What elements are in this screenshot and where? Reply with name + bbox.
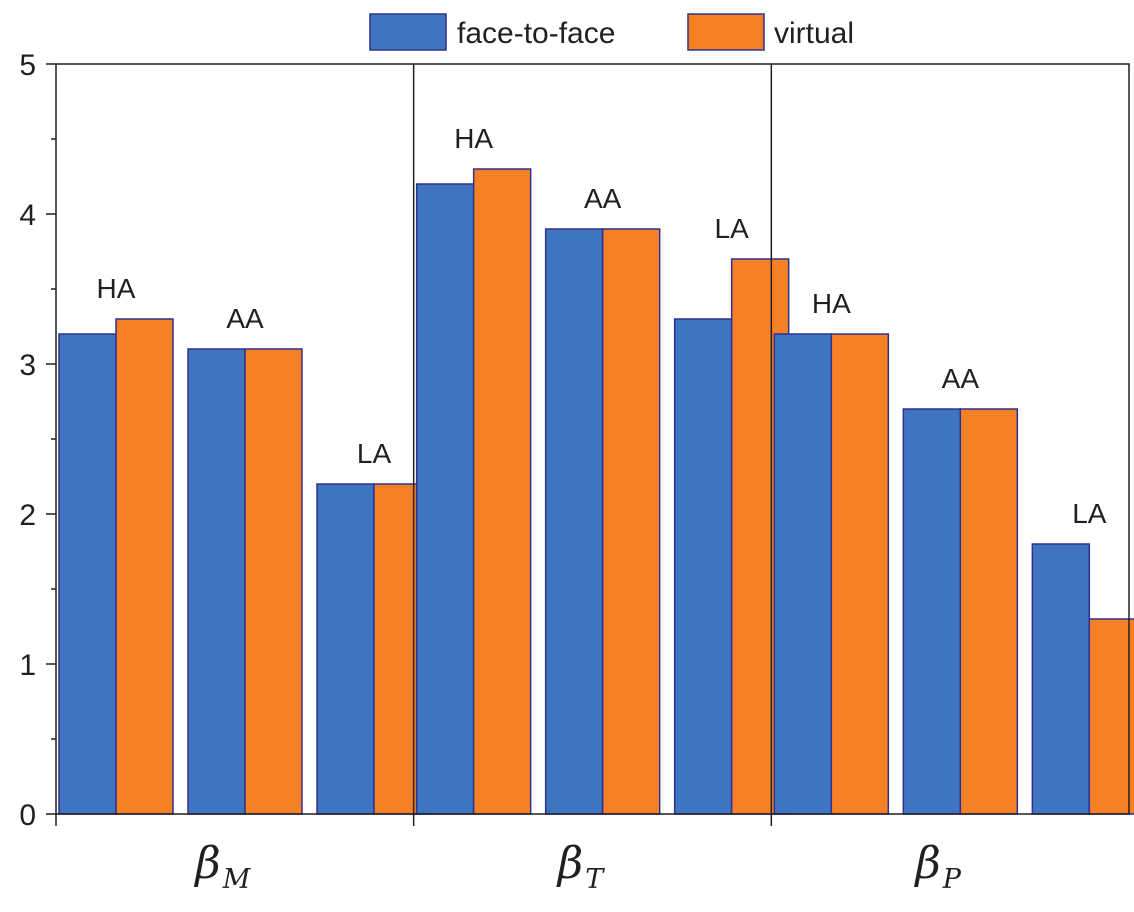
legend-label-virtual: virtual <box>774 17 854 50</box>
bars <box>58 168 1134 815</box>
bar-virtual-P-LA <box>1088 618 1134 815</box>
group-label-T: βT <box>556 838 605 895</box>
group-label-M: βM <box>193 838 251 895</box>
legend: face-to-face virtual <box>369 13 854 51</box>
bar-label-P-HA: HA <box>812 288 851 319</box>
bar-label-P-AA: AA <box>942 363 980 394</box>
bar-label-M-AA: AA <box>226 303 264 334</box>
y-tick-label: 1 <box>19 649 36 682</box>
bar-face-to-face-P-LA <box>1031 543 1091 815</box>
y-tick-label: 3 <box>19 349 36 382</box>
y-tick-label: 4 <box>19 199 36 232</box>
bar-virtual-M-AA <box>244 348 303 815</box>
bar-face-to-face-M-LA <box>316 483 375 815</box>
legend-swatch-face-to-face <box>369 13 447 51</box>
y-tick-label: 5 <box>19 49 36 82</box>
group-label-P: βP <box>913 838 961 895</box>
bar-virtual-P-HA <box>830 333 890 815</box>
bar-face-to-face-P-HA <box>773 333 833 815</box>
bar-face-to-face-T-HA <box>415 183 475 815</box>
group-labels: βM βT βP <box>193 838 962 895</box>
bar-virtual-T-AA <box>601 228 661 815</box>
legend-label-face-to-face: face-to-face <box>457 17 615 50</box>
bar-label-T-AA: AA <box>584 183 622 214</box>
y-tick-label: 2 <box>19 499 36 532</box>
bar-virtual-T-HA <box>472 168 532 815</box>
bar-label-T-LA: LA <box>715 213 750 244</box>
bar-label-M-HA: HA <box>97 273 136 304</box>
bar-virtual-M-HA <box>115 318 174 815</box>
bar-face-to-face-M-HA <box>58 333 117 815</box>
y-tick-label: 0 <box>19 799 36 832</box>
legend-swatch-virtual <box>687 13 765 51</box>
bar-face-to-face-T-AA <box>544 228 604 815</box>
bar-labels: HA AA LA HA AA LA HA AA LA <box>97 123 1107 529</box>
bar-face-to-face-P-AA <box>902 408 962 815</box>
axes: 0 1 2 3 4 5 <box>19 49 1130 832</box>
bar-virtual-P-AA <box>959 408 1019 815</box>
bar-label-T-HA: HA <box>454 123 493 154</box>
bar-label-P-LA: LA <box>1072 498 1107 529</box>
bar-face-to-face-M-AA <box>187 348 246 815</box>
bar-face-to-face-T-LA <box>673 318 733 815</box>
bar-label-M-LA: LA <box>357 438 392 469</box>
